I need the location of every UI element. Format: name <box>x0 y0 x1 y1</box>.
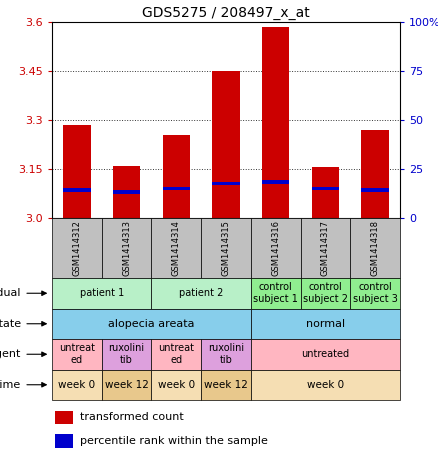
Bar <box>113 166 140 218</box>
Text: untreat
ed: untreat ed <box>59 343 95 365</box>
Text: percentile rank within the sample: percentile rank within the sample <box>80 436 268 446</box>
Bar <box>52 370 102 400</box>
Bar <box>350 218 400 278</box>
Bar <box>312 187 339 190</box>
Text: individual: individual <box>0 288 21 298</box>
Bar <box>212 182 240 185</box>
Text: ruxolini
tib: ruxolini tib <box>109 343 145 365</box>
Text: week 12: week 12 <box>204 380 248 390</box>
Text: GSM1414313: GSM1414313 <box>122 220 131 276</box>
Text: week 12: week 12 <box>105 380 148 390</box>
Text: week 0: week 0 <box>307 380 344 390</box>
Bar <box>361 130 389 218</box>
Bar <box>63 125 91 218</box>
Bar <box>102 339 152 370</box>
Bar <box>63 188 91 192</box>
Bar <box>262 27 290 218</box>
Text: untreated: untreated <box>301 349 350 359</box>
Bar <box>152 339 201 370</box>
Text: week 0: week 0 <box>158 380 195 390</box>
Bar <box>350 278 400 308</box>
Bar <box>212 71 240 218</box>
Bar <box>251 218 300 278</box>
Title: GDS5275 / 208497_x_at: GDS5275 / 208497_x_at <box>142 5 310 19</box>
Text: GSM1414312: GSM1414312 <box>72 220 81 276</box>
Bar <box>251 308 400 339</box>
Text: time: time <box>0 380 21 390</box>
Text: control
subject 3: control subject 3 <box>353 283 398 304</box>
Bar <box>162 187 190 190</box>
Text: GSM1414318: GSM1414318 <box>371 220 380 276</box>
Bar <box>52 308 251 339</box>
Bar <box>262 180 290 184</box>
Text: ruxolini
tib: ruxolini tib <box>208 343 244 365</box>
Bar <box>251 278 300 308</box>
Bar <box>162 135 190 218</box>
Bar <box>56 434 73 448</box>
Text: disease state: disease state <box>0 319 21 329</box>
Bar <box>56 410 73 424</box>
Bar <box>152 218 201 278</box>
Bar <box>300 278 350 308</box>
Bar <box>52 218 102 278</box>
Text: GSM1414315: GSM1414315 <box>222 220 230 276</box>
Text: agent: agent <box>0 349 21 359</box>
Text: patient 2: patient 2 <box>179 288 223 298</box>
Text: transformed count: transformed count <box>80 412 184 422</box>
Bar <box>300 218 350 278</box>
Bar <box>52 339 102 370</box>
Bar <box>201 370 251 400</box>
Bar <box>152 278 251 308</box>
Bar <box>102 218 152 278</box>
Bar <box>152 370 201 400</box>
Text: normal: normal <box>306 319 345 329</box>
Text: GSM1414317: GSM1414317 <box>321 220 330 276</box>
Text: week 0: week 0 <box>58 380 95 390</box>
Bar <box>102 370 152 400</box>
Text: control
subject 2: control subject 2 <box>303 283 348 304</box>
Bar <box>361 188 389 192</box>
Bar <box>113 190 140 193</box>
Bar <box>52 278 152 308</box>
Text: alopecia areata: alopecia areata <box>108 319 194 329</box>
Bar <box>201 218 251 278</box>
Bar <box>251 370 400 400</box>
Text: untreat
ed: untreat ed <box>158 343 194 365</box>
Bar <box>201 339 251 370</box>
Text: patient 1: patient 1 <box>80 288 124 298</box>
Bar <box>251 339 400 370</box>
Text: GSM1414314: GSM1414314 <box>172 220 181 276</box>
Text: GSM1414316: GSM1414316 <box>271 220 280 276</box>
Text: control
subject 1: control subject 1 <box>253 283 298 304</box>
Bar <box>312 167 339 218</box>
